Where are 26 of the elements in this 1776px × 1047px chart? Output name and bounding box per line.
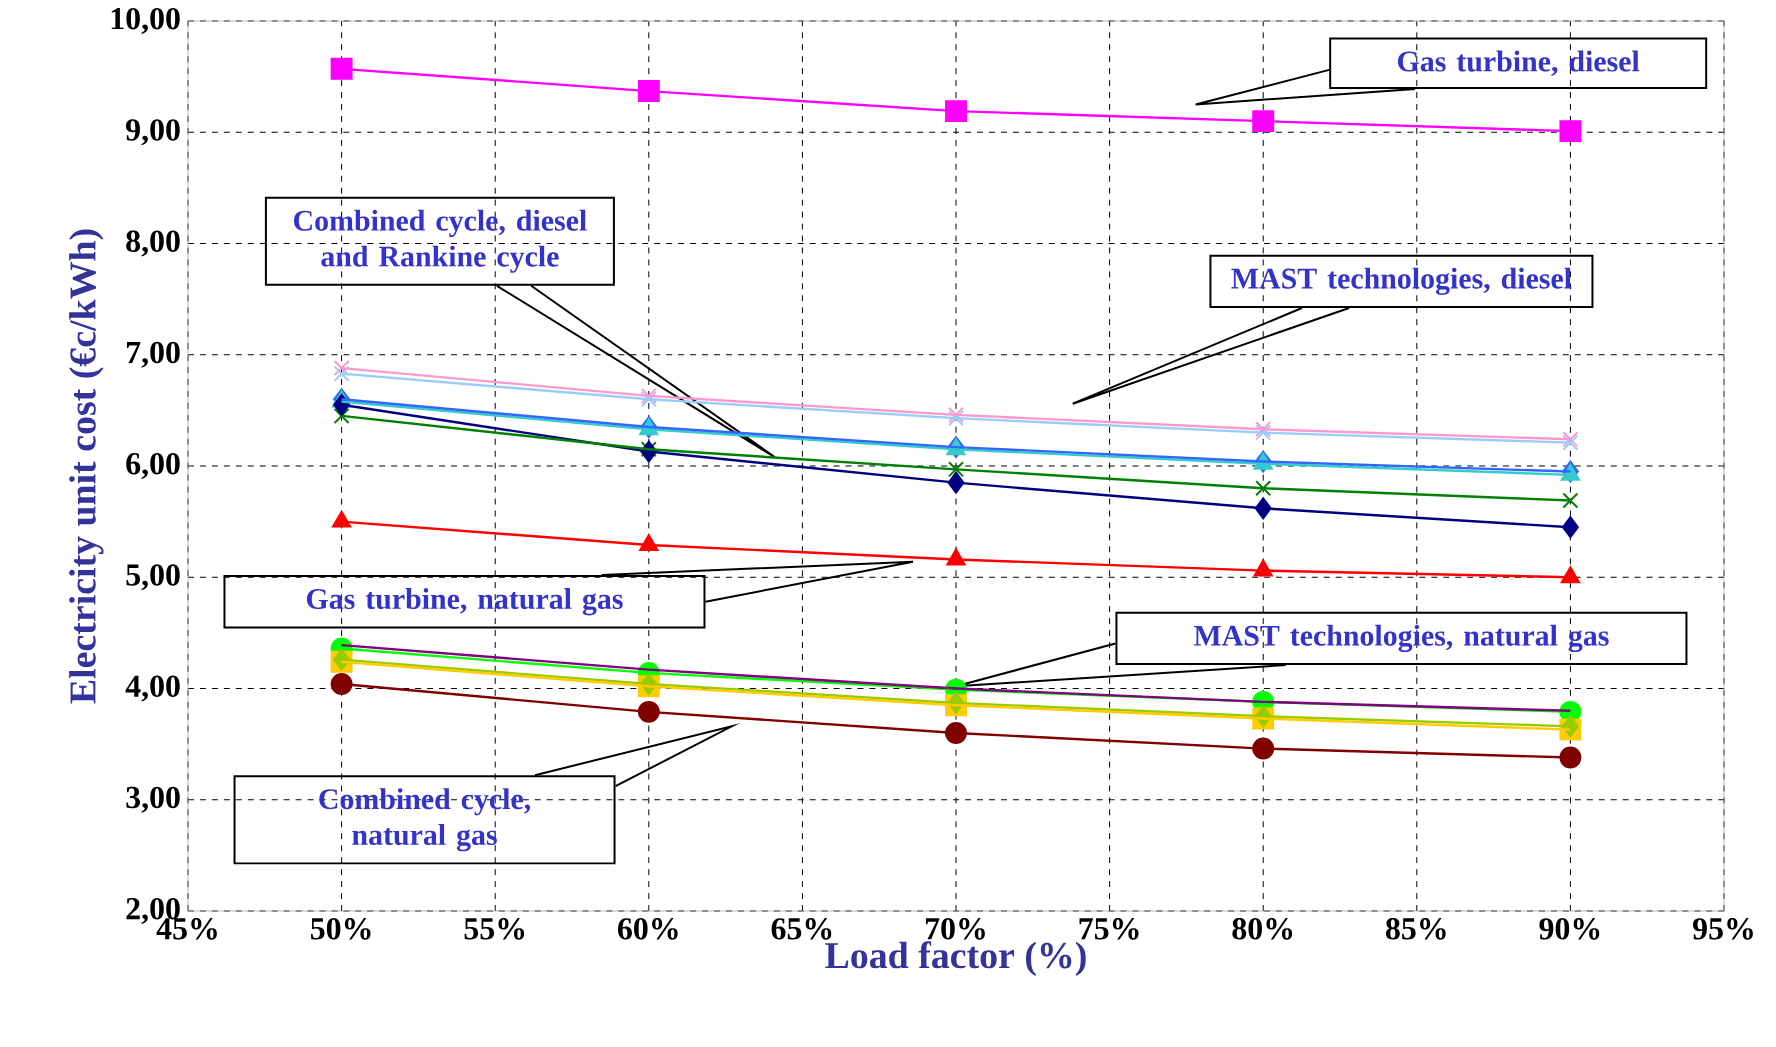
annotation: Gas turbine, diesel — [1398, 50, 1640, 76]
x-tick-label: 55% — [464, 918, 525, 940]
annotation: MAST technologies, natural gas — [1193, 624, 1609, 653]
y-tick-label: 4,00 — [125, 675, 180, 702]
y-axis-title: Electricity unit cost (€c/kWh) — [69, 229, 104, 704]
x-axis-title: Load factor (%) — [825, 941, 1086, 977]
annotation: Combined cycle, diesel and Rankine cycle — [294, 209, 587, 273]
x-tick-label: 65% — [771, 918, 832, 940]
x-tick-label: 80% — [1232, 918, 1293, 940]
x-tick-label: 85% — [1385, 918, 1446, 940]
y-tick-label: 5,00 — [126, 564, 180, 591]
y-tick-label: 10,00 — [111, 7, 180, 35]
x-tick-label: 90% — [1539, 918, 1600, 940]
annotation: Combined cycle, natural gas — [319, 788, 531, 852]
y-tick-label: 7,00 — [126, 341, 180, 368]
x-tick-label: 50% — [311, 918, 371, 940]
x-tick-label: 95% — [1693, 918, 1753, 940]
y-tick-label: 3,00 — [126, 786, 180, 813]
y-tick-label: 6,00 — [126, 452, 180, 480]
y-tick-label: 8,00 — [126, 230, 180, 257]
annotation: MAST technologies, diesel — [1231, 267, 1572, 295]
annotation: Gas turbine, natural gas — [306, 588, 623, 616]
x-tick-label: 70% — [925, 918, 985, 940]
x-tick-label: 60% — [618, 918, 678, 940]
x-tick-label: 75% — [1079, 918, 1139, 940]
y-tick-label: 9,00 — [126, 119, 180, 146]
